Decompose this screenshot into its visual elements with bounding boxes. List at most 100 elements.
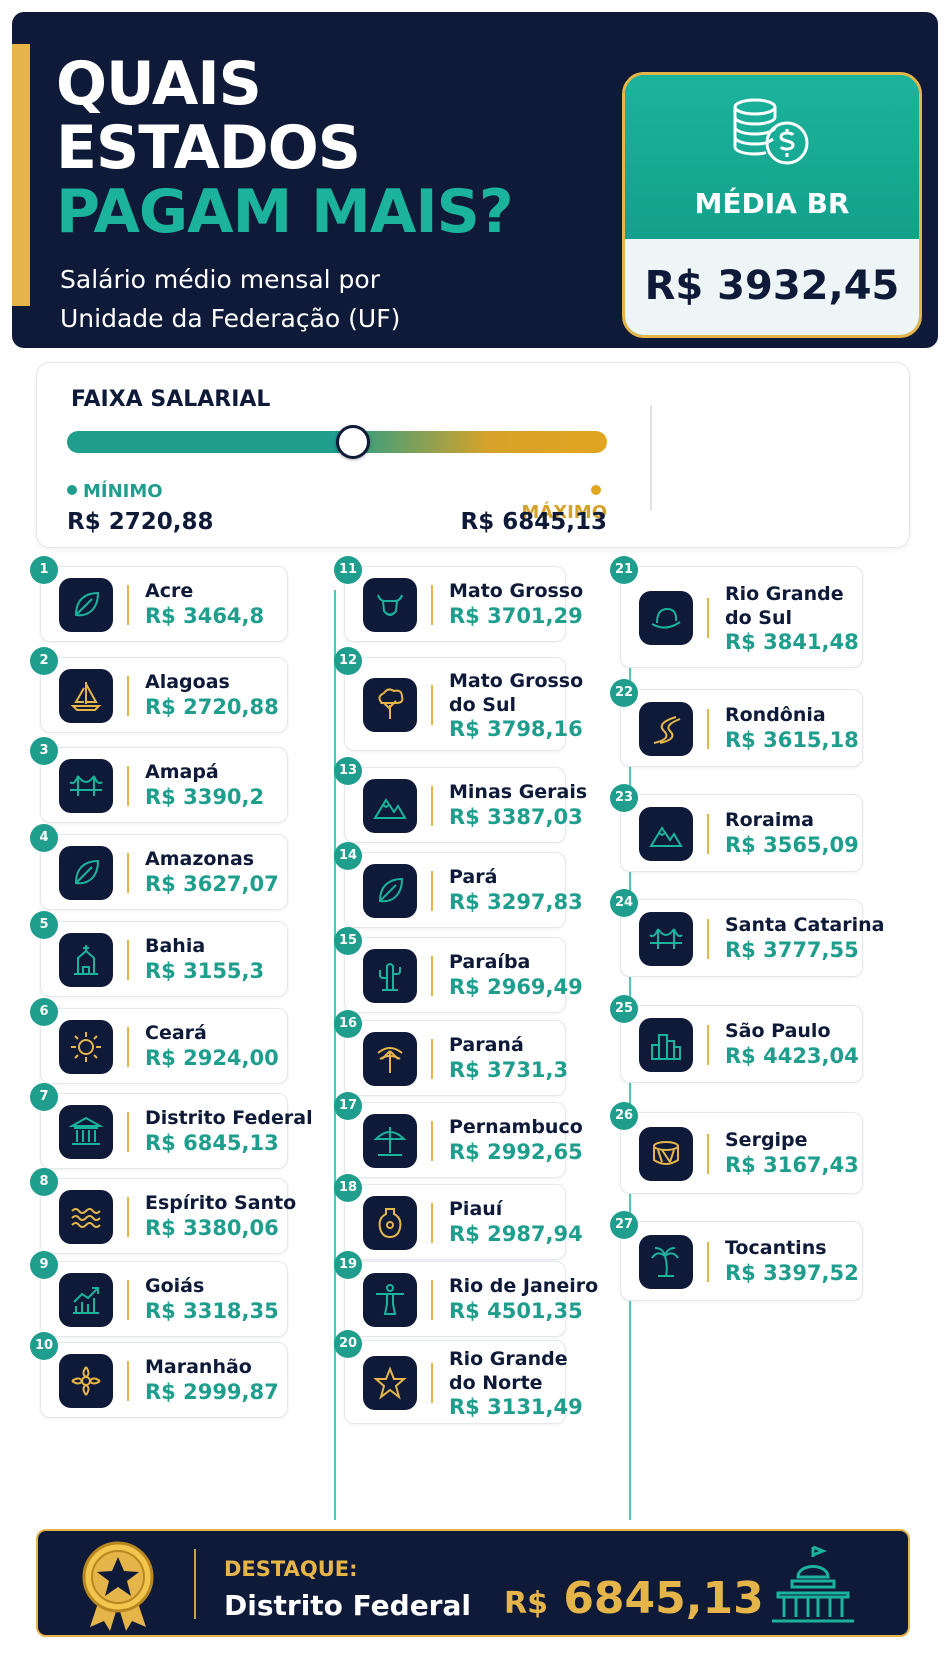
range-knob	[336, 425, 370, 459]
card-separator	[127, 1027, 129, 1067]
road-icon	[653, 716, 681, 744]
state-name: Rondônia	[725, 704, 826, 726]
card-separator	[431, 956, 433, 996]
state-name: Rio de Janeiro	[449, 1275, 599, 1297]
state-card: Espírito Santo R$ 3380,06	[40, 1178, 296, 1254]
starfish-icon	[373, 1366, 407, 1400]
state-card: Distrito Federal R$ 6845,13	[40, 1093, 313, 1169]
state-card: Piauí R$ 2987,94	[344, 1184, 583, 1260]
range-title: FAIXA SALARIAL	[71, 387, 271, 412]
state-card: Paraíba R$ 2969,49	[344, 937, 583, 1013]
araucaria-icon	[377, 1047, 403, 1073]
state-name: São Paulo	[725, 1020, 831, 1042]
range-max-label: MÁXIMO	[507, 481, 607, 523]
sailboat-icon	[70, 682, 102, 711]
state-icon-box	[59, 759, 113, 813]
state-card: Alagoas R$ 2720,88	[40, 657, 288, 733]
state-icon-box	[639, 912, 693, 966]
state-salary: R$ 3390,2	[145, 785, 265, 809]
rank-badge: 5	[30, 911, 58, 939]
state-icon-box	[59, 1020, 113, 1074]
state-card: Ceará R$ 2924,00	[40, 1008, 288, 1084]
state-salary: R$ 3167,43	[725, 1153, 859, 1177]
rank-badge: 13	[334, 757, 362, 785]
average-card: MÉDIA BR R$ 3932,45	[622, 72, 922, 338]
state-icon-box	[59, 1273, 113, 1327]
skyline-icon	[651, 1034, 681, 1060]
state-name-line-2: do Sul	[449, 694, 516, 716]
state-name: Maranhão	[145, 1356, 252, 1378]
state-name: Goiás	[145, 1275, 205, 1297]
cactus-icon	[379, 963, 401, 991]
card-separator	[707, 598, 709, 638]
state-salary: R$ 3731,3	[449, 1058, 569, 1082]
state-name: Acre	[145, 580, 194, 602]
rank-badge: 6	[30, 998, 58, 1026]
card-separator	[127, 585, 129, 625]
state-icon-box	[639, 702, 693, 756]
state-icon-box	[59, 578, 113, 632]
card-separator	[431, 1039, 433, 1079]
state-salary: R$ 3841,48	[725, 630, 859, 654]
rank-badge: 19	[334, 1251, 362, 1279]
rank-badge: 17	[334, 1092, 362, 1120]
range-min-label: MÍNIMO	[67, 481, 163, 502]
rank-badge: 27	[610, 1211, 638, 1239]
flower-icon	[71, 1366, 101, 1396]
state-card: Mato Grosso R$ 3701,29	[344, 566, 583, 642]
card-separator	[707, 709, 709, 749]
hat-icon	[651, 607, 681, 629]
state-icon-box	[59, 1190, 113, 1244]
waves-icon	[71, 1208, 101, 1228]
card-separator	[431, 685, 433, 725]
state-salary: R$ 6845,13	[145, 1131, 279, 1155]
card-separator	[127, 1361, 129, 1401]
rank-badge: 4	[30, 824, 58, 852]
state-name: Paraná	[449, 1034, 524, 1056]
vase-icon	[378, 1208, 402, 1239]
column-divider	[334, 590, 336, 1520]
average-value: R$ 3932,45	[644, 263, 900, 309]
state-card: Roraima R$ 3565,09	[620, 794, 863, 872]
rank-badge: 2	[30, 647, 58, 675]
state-icon-box	[59, 1105, 113, 1159]
range-divider	[650, 405, 652, 511]
state-card: Amazonas R$ 3627,07	[40, 834, 288, 910]
average-card-bottom: R$ 3932,45	[625, 239, 919, 335]
state-name: Piauí	[449, 1198, 503, 1220]
salary-range-panel: FAIXA SALARIAL MÍNIMO MÁXIMO R$ 2720,88 …	[36, 362, 910, 548]
state-name: Pará	[449, 866, 498, 888]
state-salary: R$ 2924,00	[145, 1046, 279, 1070]
state-name: Amapá	[145, 761, 219, 783]
card-separator	[127, 766, 129, 806]
accent-bar	[12, 44, 30, 306]
state-icon-box	[363, 1356, 417, 1410]
card-separator	[707, 919, 709, 959]
state-card: Paraná R$ 3731,3	[344, 1020, 569, 1096]
state-name: Alagoas	[145, 671, 230, 693]
state-icon-box	[59, 669, 113, 723]
state-card: Mato Grosso do Sul R$ 3798,16	[344, 657, 583, 751]
state-salary: R$ 2992,65	[449, 1140, 583, 1164]
state-icon-box	[363, 1032, 417, 1086]
state-name: Ceará	[145, 1022, 207, 1044]
christ-statue-icon	[376, 1284, 404, 1315]
state-icon-box	[363, 949, 417, 1003]
rank-badge: 20	[334, 1330, 362, 1358]
tree-icon	[378, 688, 404, 719]
state-name: Sergipe	[725, 1129, 808, 1151]
rank-badge: 8	[30, 1168, 58, 1196]
state-salary: R$ 2999,87	[145, 1380, 279, 1404]
card-separator	[707, 1025, 709, 1065]
min-dot-icon	[67, 485, 77, 495]
state-name: Rio Grande	[725, 583, 844, 605]
card-separator	[431, 1363, 433, 1403]
rank-badge: 22	[610, 679, 638, 707]
state-name: Bahia	[145, 935, 206, 957]
rank-badge: 12	[334, 647, 362, 675]
medal-star-icon	[82, 1541, 154, 1631]
state-icon-box	[363, 1114, 417, 1168]
state-card: Sergipe R$ 3167,43	[620, 1112, 863, 1194]
rank-badge: 23	[610, 784, 638, 812]
state-salary: R$ 3777,55	[725, 938, 859, 962]
